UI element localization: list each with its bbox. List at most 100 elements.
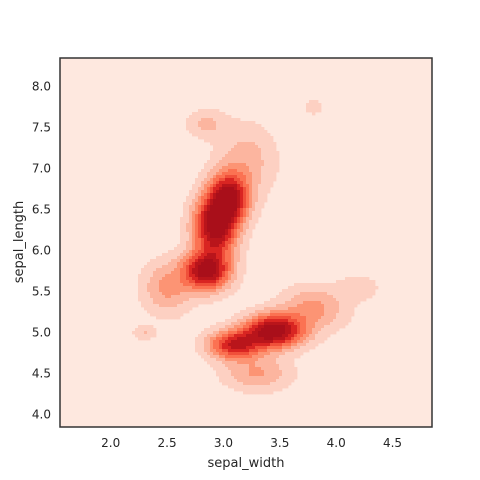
- density-cell: [144, 298, 148, 302]
- density-cell: [210, 262, 214, 266]
- density-cell: [258, 127, 262, 131]
- density-cell: [183, 271, 187, 275]
- density-cell: [210, 352, 214, 356]
- density-cell: [261, 331, 265, 335]
- density-cell: [207, 280, 211, 284]
- density-cell: [210, 187, 214, 191]
- density-cell: [240, 154, 244, 158]
- density-cell: [168, 298, 172, 302]
- density-cell: [228, 373, 232, 377]
- density-cell: [342, 307, 346, 311]
- density-cell: [159, 268, 163, 272]
- density-cell: [279, 343, 283, 347]
- density-cell: [213, 160, 217, 164]
- density-cell: [255, 205, 259, 209]
- density-cell: [219, 340, 223, 344]
- density-cell: [231, 373, 235, 377]
- density-cell: [264, 316, 268, 320]
- density-cell: [240, 151, 244, 155]
- density-cell: [246, 388, 250, 392]
- density-cell: [213, 202, 217, 206]
- density-cell: [255, 142, 259, 146]
- density-cell: [294, 304, 298, 308]
- density-cell: [180, 241, 184, 245]
- density-cell: [303, 286, 307, 290]
- density-cell: [258, 343, 262, 347]
- density-cell: [204, 346, 208, 350]
- density-cell: [222, 328, 226, 332]
- density-cell: [324, 325, 328, 329]
- density-cell: [252, 160, 256, 164]
- y-tick-label: 8.0: [32, 80, 51, 94]
- density-cell: [330, 319, 334, 323]
- density-cell: [252, 193, 256, 197]
- density-cell: [192, 241, 196, 245]
- density-cell: [288, 358, 292, 362]
- density-cell: [252, 376, 256, 380]
- density-cell: [318, 298, 322, 302]
- x-axis-label: sepal_width: [208, 456, 285, 471]
- density-cell: [186, 271, 190, 275]
- density-cell: [213, 331, 217, 335]
- density-cell: [213, 124, 217, 128]
- density-cell: [333, 328, 337, 332]
- density-cell: [324, 289, 328, 293]
- density-cell: [237, 223, 241, 227]
- density-cell: [336, 325, 340, 329]
- density-cell: [234, 388, 238, 392]
- density-cell: [300, 334, 304, 338]
- density-cell: [141, 295, 145, 299]
- density-cell: [171, 307, 175, 311]
- density-cell: [222, 331, 226, 335]
- density-cell: [285, 289, 289, 293]
- density-cell: [201, 169, 205, 173]
- density-cell: [216, 160, 220, 164]
- density-cell: [210, 157, 214, 161]
- density-cell: [171, 268, 175, 272]
- density-cell: [288, 343, 292, 347]
- density-cell: [216, 232, 220, 236]
- density-cell: [159, 295, 163, 299]
- density-cell: [258, 322, 262, 326]
- density-cell: [219, 256, 223, 260]
- density-cell: [234, 214, 238, 218]
- density-cell: [357, 295, 361, 299]
- density-cell: [138, 337, 142, 341]
- density-cell: [252, 358, 256, 362]
- density-cell: [195, 265, 199, 269]
- density-cell: [198, 136, 202, 140]
- density-cell: [261, 343, 265, 347]
- density-cell: [264, 325, 268, 329]
- density-cell: [360, 277, 364, 281]
- density-cell: [237, 256, 241, 260]
- density-cell: [249, 121, 253, 125]
- density-cell: [228, 211, 232, 215]
- density-cell: [174, 295, 178, 299]
- density-cell: [243, 343, 247, 347]
- density-cell: [219, 295, 223, 299]
- density-cell: [282, 352, 286, 356]
- density-cell: [357, 301, 361, 305]
- density-cell: [294, 283, 298, 287]
- density-cell: [267, 373, 271, 377]
- density-cell: [183, 220, 187, 224]
- density-cell: [213, 193, 217, 197]
- density-cell: [372, 280, 376, 284]
- density-cell: [246, 325, 250, 329]
- density-cell: [216, 331, 220, 335]
- density-cell: [249, 310, 253, 314]
- density-cell: [282, 364, 286, 368]
- density-cell: [267, 142, 271, 146]
- density-cell: [246, 205, 250, 209]
- density-cell: [204, 175, 208, 179]
- density-cell: [225, 223, 229, 227]
- density-cell: [189, 277, 193, 281]
- density-cell: [243, 247, 247, 251]
- density-cell: [306, 322, 310, 326]
- density-cell: [279, 370, 283, 374]
- density-cell: [282, 322, 286, 326]
- density-cell: [225, 325, 229, 329]
- density-cell: [174, 307, 178, 311]
- density-cell: [219, 166, 223, 170]
- density-cell: [333, 289, 337, 293]
